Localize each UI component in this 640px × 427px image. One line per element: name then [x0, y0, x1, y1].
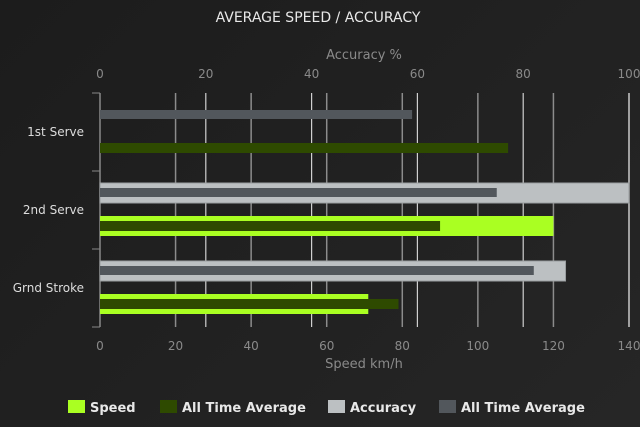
speed-tick-label: 0: [96, 339, 104, 353]
accuracy-tick-label: 40: [304, 67, 319, 81]
legend-label: All Time Average: [461, 401, 585, 416]
legend-label: Accuracy: [350, 401, 417, 416]
category-label: Grnd Stroke: [13, 281, 84, 295]
top-axis-label: Accuracy %: [326, 48, 402, 63]
speed-average-bar: [100, 299, 399, 309]
legend-label: All Time Average: [182, 401, 306, 416]
speed-tick-label: 120: [542, 339, 565, 353]
accuracy-tick-label: 60: [410, 67, 425, 81]
accuracy-average-bar: [100, 188, 497, 197]
speed-tick-label: 80: [395, 339, 410, 353]
category-label: 1st Serve: [27, 125, 84, 139]
accuracy-average-bar: [100, 110, 413, 119]
speed-tick-label: 60: [319, 339, 334, 353]
legend-swatch: [68, 400, 85, 413]
accuracy-tick-label: 0: [96, 67, 104, 81]
speed-tick-label: 20: [168, 339, 183, 353]
accuracy-average-bar: [100, 266, 534, 275]
accuracy-tick-label: 20: [198, 67, 213, 81]
legend-swatch: [328, 400, 345, 413]
speed-average-bar: [100, 221, 441, 231]
bottom-axis-label: Speed km/h: [325, 357, 403, 372]
accuracy-tick-label: 100: [618, 67, 640, 81]
legend-swatch: [160, 400, 177, 413]
category-label: 2nd Serve: [23, 203, 84, 217]
speed-tick-label: 40: [244, 339, 259, 353]
speed-tick-label: 140: [618, 339, 640, 353]
speed-average-bar: [100, 143, 509, 153]
accuracy-tick-label: 80: [516, 67, 531, 81]
legend-label: Speed: [90, 401, 136, 416]
legend-swatch: [439, 400, 456, 413]
chart-title: AVERAGE SPEED / ACCURACY: [216, 10, 421, 26]
speed-tick-label: 100: [466, 339, 489, 353]
